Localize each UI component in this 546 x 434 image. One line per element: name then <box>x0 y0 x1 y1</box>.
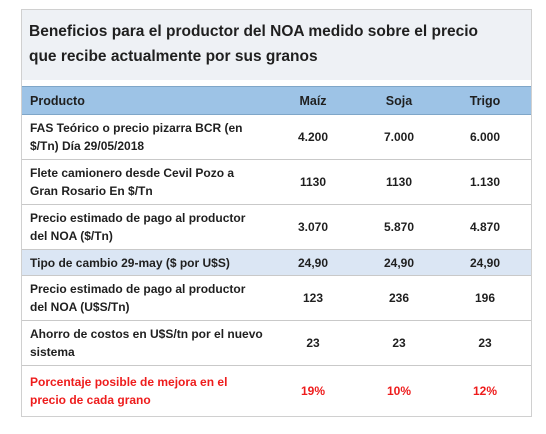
header-soja: Soja <box>385 93 413 108</box>
table-row: Precio estimado de pago al productor del… <box>22 276 531 321</box>
cell-maiz: 19% <box>300 384 326 398</box>
row-label: Tipo de cambio 29-may ($ por U$S) <box>30 255 230 270</box>
row-label: Precio estimado de pago al productor del… <box>30 282 246 314</box>
cell-maiz: 1130 <box>299 175 327 189</box>
cell-maiz: 24,90 <box>297 255 329 270</box>
table-row: Flete camionero desde Cevil Pozo a Gran … <box>22 160 531 205</box>
table-row: Precio estimado de pago al productor del… <box>22 205 531 250</box>
cell-trigo: 23 <box>478 336 492 350</box>
cell-soja: 5.870 <box>383 220 415 234</box>
header-maiz: Maíz <box>299 93 327 108</box>
table-frame: Beneficios para el productor del NOA med… <box>21 9 532 417</box>
title-line-1: Beneficios para el productor del NOA med… <box>29 23 479 40</box>
cell-soja: 236 <box>388 291 410 305</box>
row-label: Porcentaje posible de mejora en el preci… <box>30 375 228 407</box>
cell-trigo: 24,90 <box>469 255 501 270</box>
table-row: FAS Teórico o precio pizarra BCR (en $/T… <box>22 115 531 160</box>
cell-trigo: 6.000 <box>469 130 501 144</box>
cell-soja: 10% <box>386 384 412 398</box>
header-trigo: Trigo <box>469 93 501 108</box>
row-label: Ahorro de costos en U$S/tn por el nuevo … <box>30 327 263 359</box>
row-label: FAS Teórico o precio pizarra BCR (en $/T… <box>30 121 243 153</box>
cell-soja: 24,90 <box>383 255 415 270</box>
cell-trigo: 196 <box>474 291 496 305</box>
cell-maiz: 4.200 <box>297 130 329 144</box>
row-label: Precio estimado de pago al productor del… <box>30 211 246 243</box>
table-row: Tipo de cambio 29-may ($ por U$S) 24,90 … <box>22 250 531 276</box>
header-producto: Producto <box>30 93 85 108</box>
cell-maiz: 3.070 <box>297 220 329 234</box>
cell-soja: 7.000 <box>383 130 415 144</box>
title-line-2: que recibe actualmente por sus granos <box>29 48 318 65</box>
cell-soja: 23 <box>392 336 406 350</box>
table-row: Ahorro de costos en U$S/tn por el nuevo … <box>22 321 531 366</box>
cell-trigo: 12% <box>472 384 498 398</box>
cell-maiz: 23 <box>306 336 320 350</box>
cell-trigo: 4.870 <box>469 220 501 234</box>
cell-trigo: 1.130 <box>469 175 501 189</box>
row-label: Flete camionero desde Cevil Pozo a Gran … <box>30 166 235 198</box>
cell-maiz: 123 <box>302 291 324 305</box>
table-title: Beneficios para el productor del NOA med… <box>22 10 531 80</box>
table-row-highlight: Porcentaje posible de mejora en el preci… <box>22 368 531 414</box>
table-header: Producto Maíz Soja Trigo <box>22 86 531 115</box>
cell-soja: 1130 <box>385 175 413 189</box>
